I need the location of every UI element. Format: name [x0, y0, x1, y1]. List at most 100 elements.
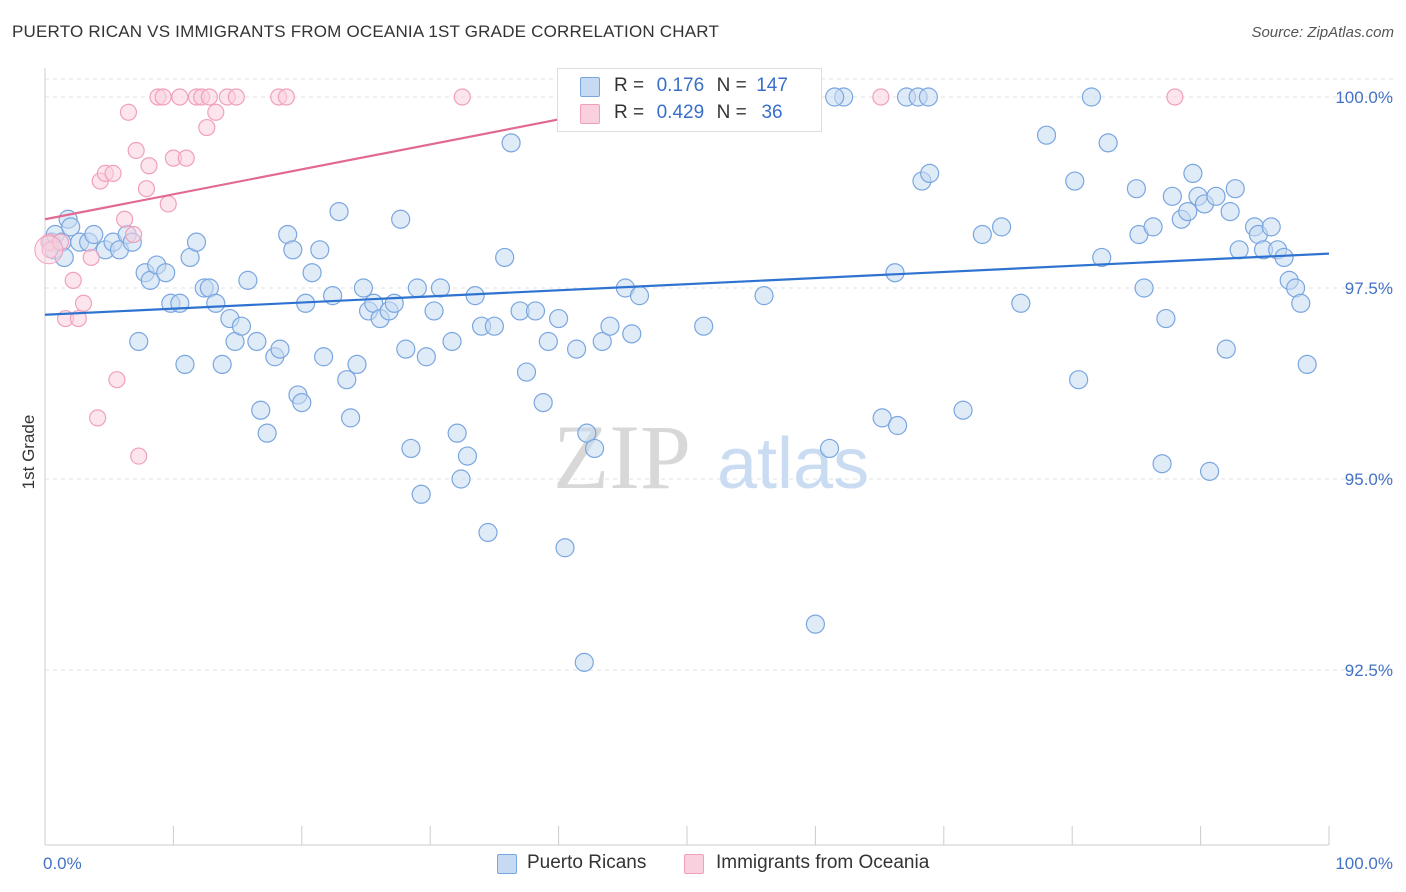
axes: [44, 68, 1330, 846]
n-label: N =: [716, 102, 747, 123]
data-point-oceania: [74, 294, 93, 312]
data-point-puerto-rican: [1098, 133, 1118, 153]
data-point-oceania: [872, 88, 890, 106]
x-tick-label: 0.0%: [43, 854, 82, 873]
data-point-puerto-rican: [302, 263, 322, 283]
data-point-puerto-rican: [457, 446, 478, 466]
data-point-oceania: [124, 225, 143, 244]
data-point-puerto-rican: [1081, 87, 1102, 107]
data-point-puerto-rican: [920, 163, 940, 183]
data-point-puerto-rican: [885, 263, 905, 283]
data-point-puerto-rican: [694, 316, 714, 336]
data-point-oceania: [207, 103, 225, 121]
data-point-puerto-rican: [212, 354, 232, 374]
blue-swatch: [497, 854, 517, 874]
data-point-puerto-rican: [1156, 308, 1176, 329]
data-point-puerto-rican: [577, 423, 597, 443]
data-point-puerto-rican: [1206, 186, 1226, 206]
data-point-puerto-rican: [1229, 240, 1249, 260]
data-point-oceania: [137, 180, 156, 198]
blue-swatch: [580, 77, 600, 97]
data-point-puerto-rican: [231, 316, 252, 336]
data-point-puerto-rican: [251, 400, 271, 420]
data-point-puerto-rican: [622, 324, 642, 344]
data-point-puerto-rican: [337, 370, 357, 390]
data-point-puerto-rican: [1011, 293, 1031, 313]
data-point-puerto-rican: [1162, 186, 1182, 206]
data-point-puerto-rican: [424, 301, 444, 321]
y-tick-label: 97.5%: [1345, 279, 1393, 298]
data-point-puerto-rican: [257, 423, 277, 443]
data-point-puerto-rican: [1225, 179, 1245, 199]
legend-label: Immigrants from Oceania: [716, 852, 930, 873]
data-point-puerto-rican: [156, 263, 176, 283]
data-point-puerto-rican: [533, 393, 553, 413]
data-point-puerto-rican: [825, 87, 845, 107]
data-point-puerto-rican: [478, 522, 498, 543]
data-point-oceania: [227, 88, 245, 106]
data-point-puerto-rican: [270, 339, 290, 359]
data-point-puerto-rican: [1036, 125, 1057, 145]
data-point-puerto-rican: [918, 87, 938, 107]
data-point-puerto-rican: [538, 331, 558, 352]
data-point-puerto-rican: [391, 209, 411, 229]
data-point-oceania: [171, 88, 189, 106]
data-point-puerto-rican: [84, 224, 104, 245]
data-point-puerto-rican: [1126, 179, 1147, 199]
pink-swatch: [580, 104, 600, 124]
data-point-puerto-rican: [1220, 202, 1240, 222]
data-point-puerto-rican: [283, 240, 303, 260]
data-point-puerto-rican: [1274, 247, 1294, 268]
data-point-puerto-rican: [1297, 354, 1317, 374]
data-point-puerto-rican: [1178, 202, 1198, 222]
data-point-oceania: [82, 248, 100, 267]
stats-legend: R = 0.176 N = 147 R = 0.429 N = 36: [557, 68, 822, 132]
data-point-puerto-rican: [501, 133, 521, 153]
data-point-puerto-rican: [555, 538, 575, 558]
data-point-puerto-rican: [1134, 278, 1154, 298]
n-value: 147: [756, 75, 788, 96]
data-point-puerto-rican: [347, 354, 367, 374]
series-puerto-ricans: [41, 87, 1317, 672]
data-point-puerto-rican: [407, 278, 427, 298]
data-point-puerto-rican: [592, 331, 612, 352]
data-point-puerto-rican: [991, 217, 1012, 237]
data-point-puerto-rican: [1152, 454, 1172, 474]
data-point-oceania: [127, 141, 145, 160]
data-point-puerto-rican: [574, 652, 594, 672]
data-point-puerto-rican: [1261, 217, 1281, 237]
trend-line-puerto-ricans: [44, 252, 1330, 316]
data-point-oceania: [116, 210, 134, 228]
data-point-puerto-rican: [292, 393, 312, 413]
data-point-puerto-rican: [872, 408, 892, 428]
data-point-puerto-rican: [442, 331, 462, 352]
chart-source: Source: ZipAtlas.com: [1251, 24, 1394, 41]
x-tick-label: 100.0%: [1335, 854, 1393, 873]
data-point-oceania: [154, 88, 172, 106]
data-point-puerto-rican: [1069, 370, 1089, 390]
data-point-puerto-rican: [186, 232, 207, 252]
data-point-puerto-rican: [1199, 461, 1220, 481]
data-point-oceania: [64, 271, 82, 289]
data-point-puerto-rican: [411, 484, 431, 504]
n-label: N =: [716, 75, 747, 96]
data-point-puerto-rican: [1092, 247, 1112, 268]
data-point-puerto-rican: [1183, 163, 1203, 183]
data-point-puerto-rican: [516, 362, 537, 382]
data-point-oceania-cluster: [34, 235, 64, 265]
data-point-puerto-rican: [353, 278, 374, 298]
pink-swatch: [684, 854, 704, 874]
data-point-puerto-rican: [238, 270, 258, 290]
data-point-oceania: [89, 409, 107, 427]
data-point-puerto-rican: [416, 347, 436, 367]
data-point-puerto-rican: [495, 247, 515, 268]
data-point-puerto-rican: [972, 224, 992, 245]
data-point-puerto-rican: [1216, 339, 1236, 359]
n-value: 36: [761, 102, 783, 123]
data-point-oceania: [108, 371, 126, 389]
data-point-puerto-rican: [1291, 293, 1311, 313]
data-point-puerto-rican: [401, 438, 421, 459]
data-point-puerto-rican: [430, 278, 451, 298]
data-point-puerto-rican: [953, 400, 973, 420]
